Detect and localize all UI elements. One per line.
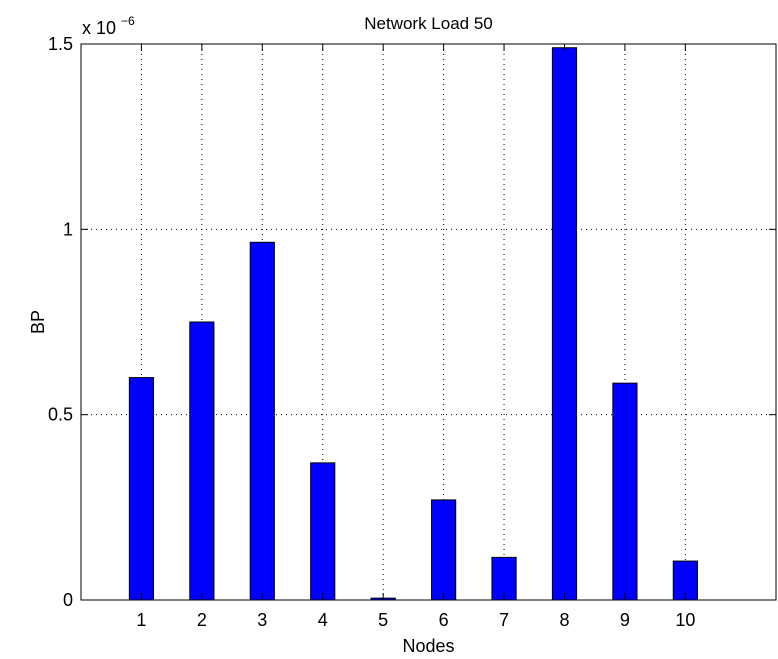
x-tick-label: 10 bbox=[675, 610, 695, 630]
x-tick-label: 4 bbox=[318, 610, 328, 630]
bar-node-1 bbox=[128, 377, 155, 601]
x-tick-label: 6 bbox=[439, 610, 449, 630]
bar-node-4 bbox=[310, 462, 336, 601]
bar-node-3 bbox=[249, 241, 275, 601]
x-tick-label: 3 bbox=[257, 610, 267, 630]
y-tick-label: 1.5 bbox=[48, 34, 73, 54]
multiplier-base: x 10 bbox=[82, 18, 116, 38]
x-tick-label: 8 bbox=[559, 610, 569, 630]
bars bbox=[128, 47, 698, 601]
bar-node-7 bbox=[491, 556, 517, 601]
y-tick-label: 1 bbox=[63, 219, 73, 239]
bar-node-6 bbox=[431, 499, 457, 601]
bar-node-9 bbox=[612, 382, 638, 601]
x-tick-label: 7 bbox=[499, 610, 509, 630]
multiplier-exponent: −6 bbox=[121, 14, 135, 28]
y-tick-label: 0.5 bbox=[48, 405, 73, 425]
chart-title: Network Load 50 bbox=[364, 14, 493, 33]
plot-area-frame bbox=[80, 43, 777, 601]
axis-ticks: 0 0.5 1 1.5 1 2 3 4 5 6 7 8 9 10 bbox=[48, 34, 776, 630]
bar-node-2 bbox=[189, 321, 215, 601]
x-tick-label: 9 bbox=[620, 610, 630, 630]
x-tick-label: 5 bbox=[378, 610, 388, 630]
y-tick-label: 0 bbox=[63, 590, 73, 610]
bar-node-8 bbox=[551, 47, 578, 601]
x-tick-label: 2 bbox=[197, 610, 207, 630]
x-tick-label: 1 bbox=[136, 610, 146, 630]
x-axis-title: Nodes bbox=[402, 636, 454, 656]
y-axis-multiplier: x 10 −6 bbox=[82, 14, 135, 38]
y-axis-title: BP bbox=[28, 310, 48, 334]
